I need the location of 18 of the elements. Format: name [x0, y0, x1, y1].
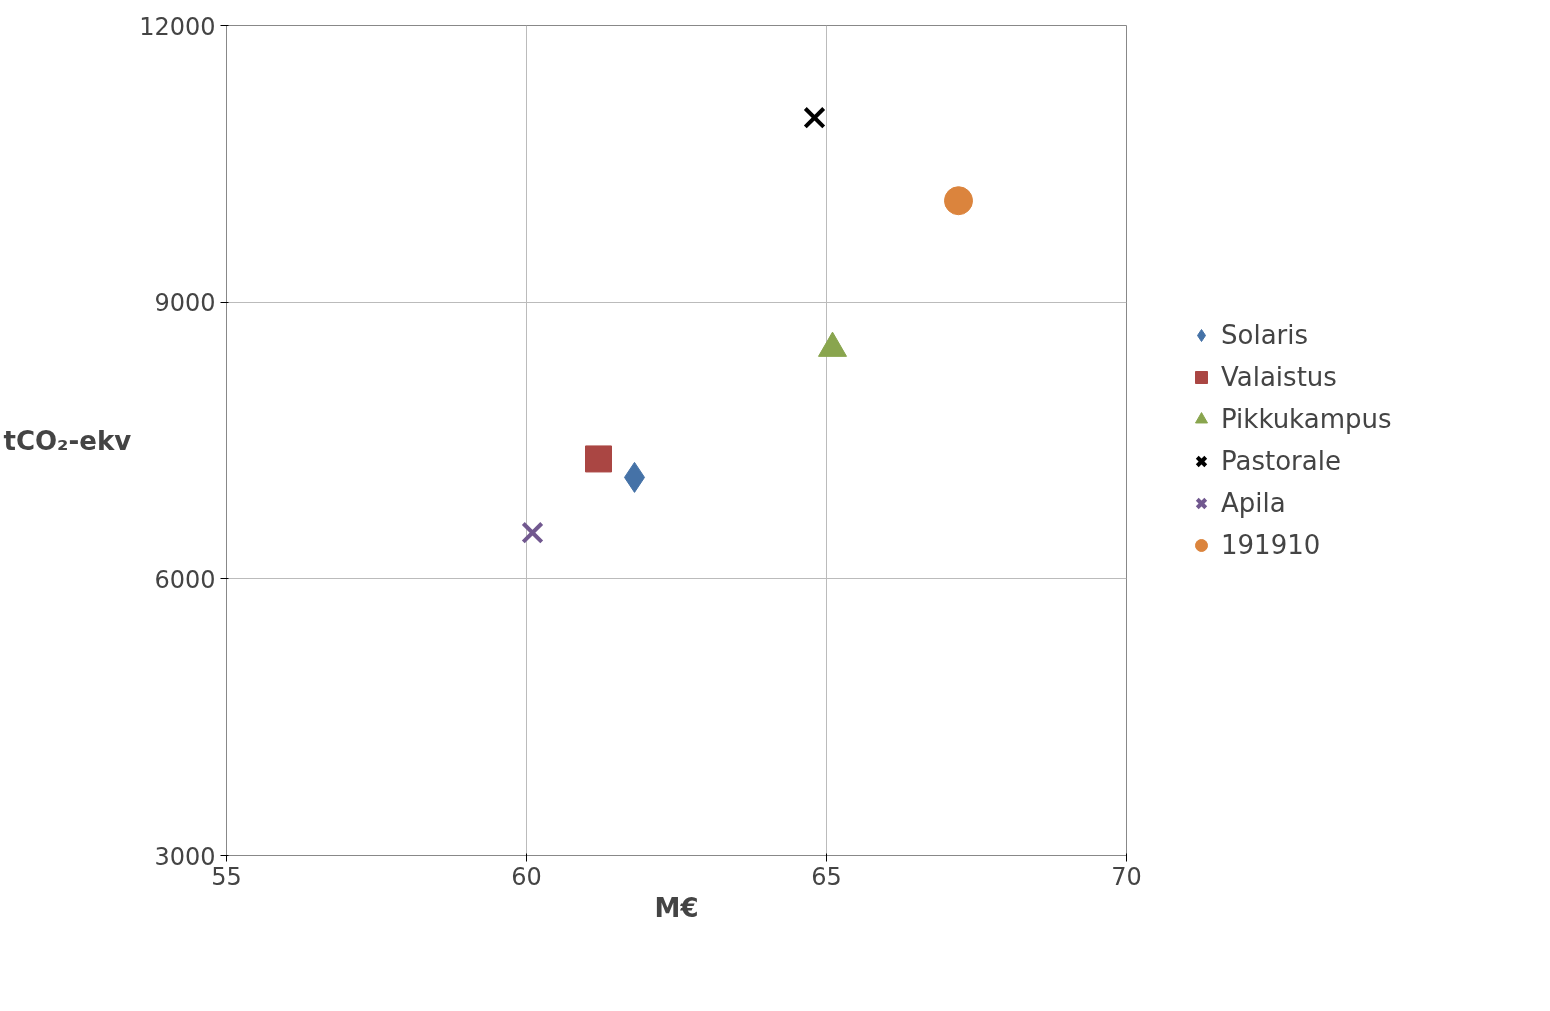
- point: [803, 106, 826, 129]
- point: [944, 186, 973, 216]
- y-tick-label: 12000: [139, 12, 216, 41]
- x-tick-label: 60: [511, 862, 542, 891]
- point: [585, 445, 612, 473]
- x-tick-label: 70: [1111, 862, 1142, 891]
- legend-label: 191910: [1221, 530, 1321, 560]
- x-axis-title: M€: [654, 892, 699, 923]
- legend-label: Apila: [1221, 488, 1286, 518]
- y-tick-label: 6000: [154, 565, 216, 594]
- y-axis-title: tCO₂-ekv: [3, 425, 132, 456]
- legend-label: Valaistus: [1221, 362, 1337, 392]
- point: [521, 521, 544, 544]
- y-tick-label: 9000: [154, 289, 216, 318]
- legend-label: Pastorale: [1221, 446, 1341, 476]
- legend-label: Solaris: [1221, 320, 1309, 350]
- x-tick-label: 65: [811, 862, 842, 891]
- legend-label: Pikkukampus: [1221, 404, 1392, 434]
